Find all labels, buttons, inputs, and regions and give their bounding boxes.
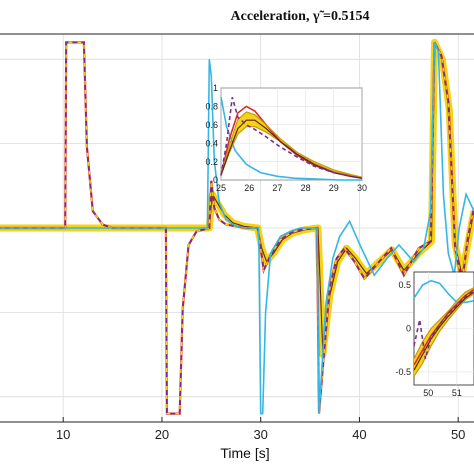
cyan-series xyxy=(0,42,474,415)
inset-x-tick-label: 25 xyxy=(216,183,226,193)
chart-title: Acceleration, γ̃ =0.5154 xyxy=(230,9,370,24)
inset-chart-2: 50 51 -0.5 0 0.5 xyxy=(395,271,474,398)
inset-x-tick-label: 30 xyxy=(357,183,367,193)
x-tick-label: 30 xyxy=(253,427,267,442)
inset-y-tick-label: 0 xyxy=(213,175,218,185)
inset-x-tick-label: 51 xyxy=(452,388,462,398)
x-tick-label: 10 xyxy=(56,427,70,442)
inset-frame xyxy=(220,87,363,181)
inset-x-tick-label: 50 xyxy=(423,388,433,398)
yellow-dashed-series xyxy=(0,41,474,415)
inset-y-tick-label: 0 xyxy=(406,324,411,334)
inset-series-band-lo xyxy=(413,293,474,377)
inset-x-tick-label: 29 xyxy=(329,183,339,193)
inset-series-dashed xyxy=(220,96,363,179)
inset-y-tick-label: -0.5 xyxy=(395,367,411,377)
inset-x-tick-label: 27 xyxy=(272,183,282,193)
x-tick-label: 20 xyxy=(155,427,169,442)
inset-y-tick-label: 0.5 xyxy=(398,280,411,290)
inset-y-tick-label: 0.8 xyxy=(205,102,218,112)
inset-y-tick-label: 0.4 xyxy=(205,138,218,148)
inset-series-band-hi xyxy=(413,287,474,360)
inset-series-dark xyxy=(220,119,363,179)
main-axes: 10 20 30 40 50 xyxy=(0,33,474,442)
inset-y-tick-label: 0.6 xyxy=(205,120,218,130)
inset-series-cyan xyxy=(413,279,474,304)
main-series xyxy=(0,38,474,415)
x-tick-label: 40 xyxy=(352,427,366,442)
inset-y-tick-label: 1 xyxy=(213,83,218,93)
inset-series-cyan xyxy=(220,97,362,181)
inset-series-band-lo xyxy=(220,126,363,178)
x-tick-label: 50 xyxy=(451,427,465,442)
x-axis-label: Time [s] xyxy=(220,445,270,461)
inset-series-band-hi xyxy=(220,111,363,178)
inset-x-tick-label: 28 xyxy=(301,183,311,193)
inset-y-tick-label: 0.2 xyxy=(205,157,218,167)
inset-chart-1: 25 26 27 28 29 30 0 0.2 0.4 0.6 0.8 1 xyxy=(205,83,367,193)
inset-x-tick-label: 26 xyxy=(244,183,254,193)
